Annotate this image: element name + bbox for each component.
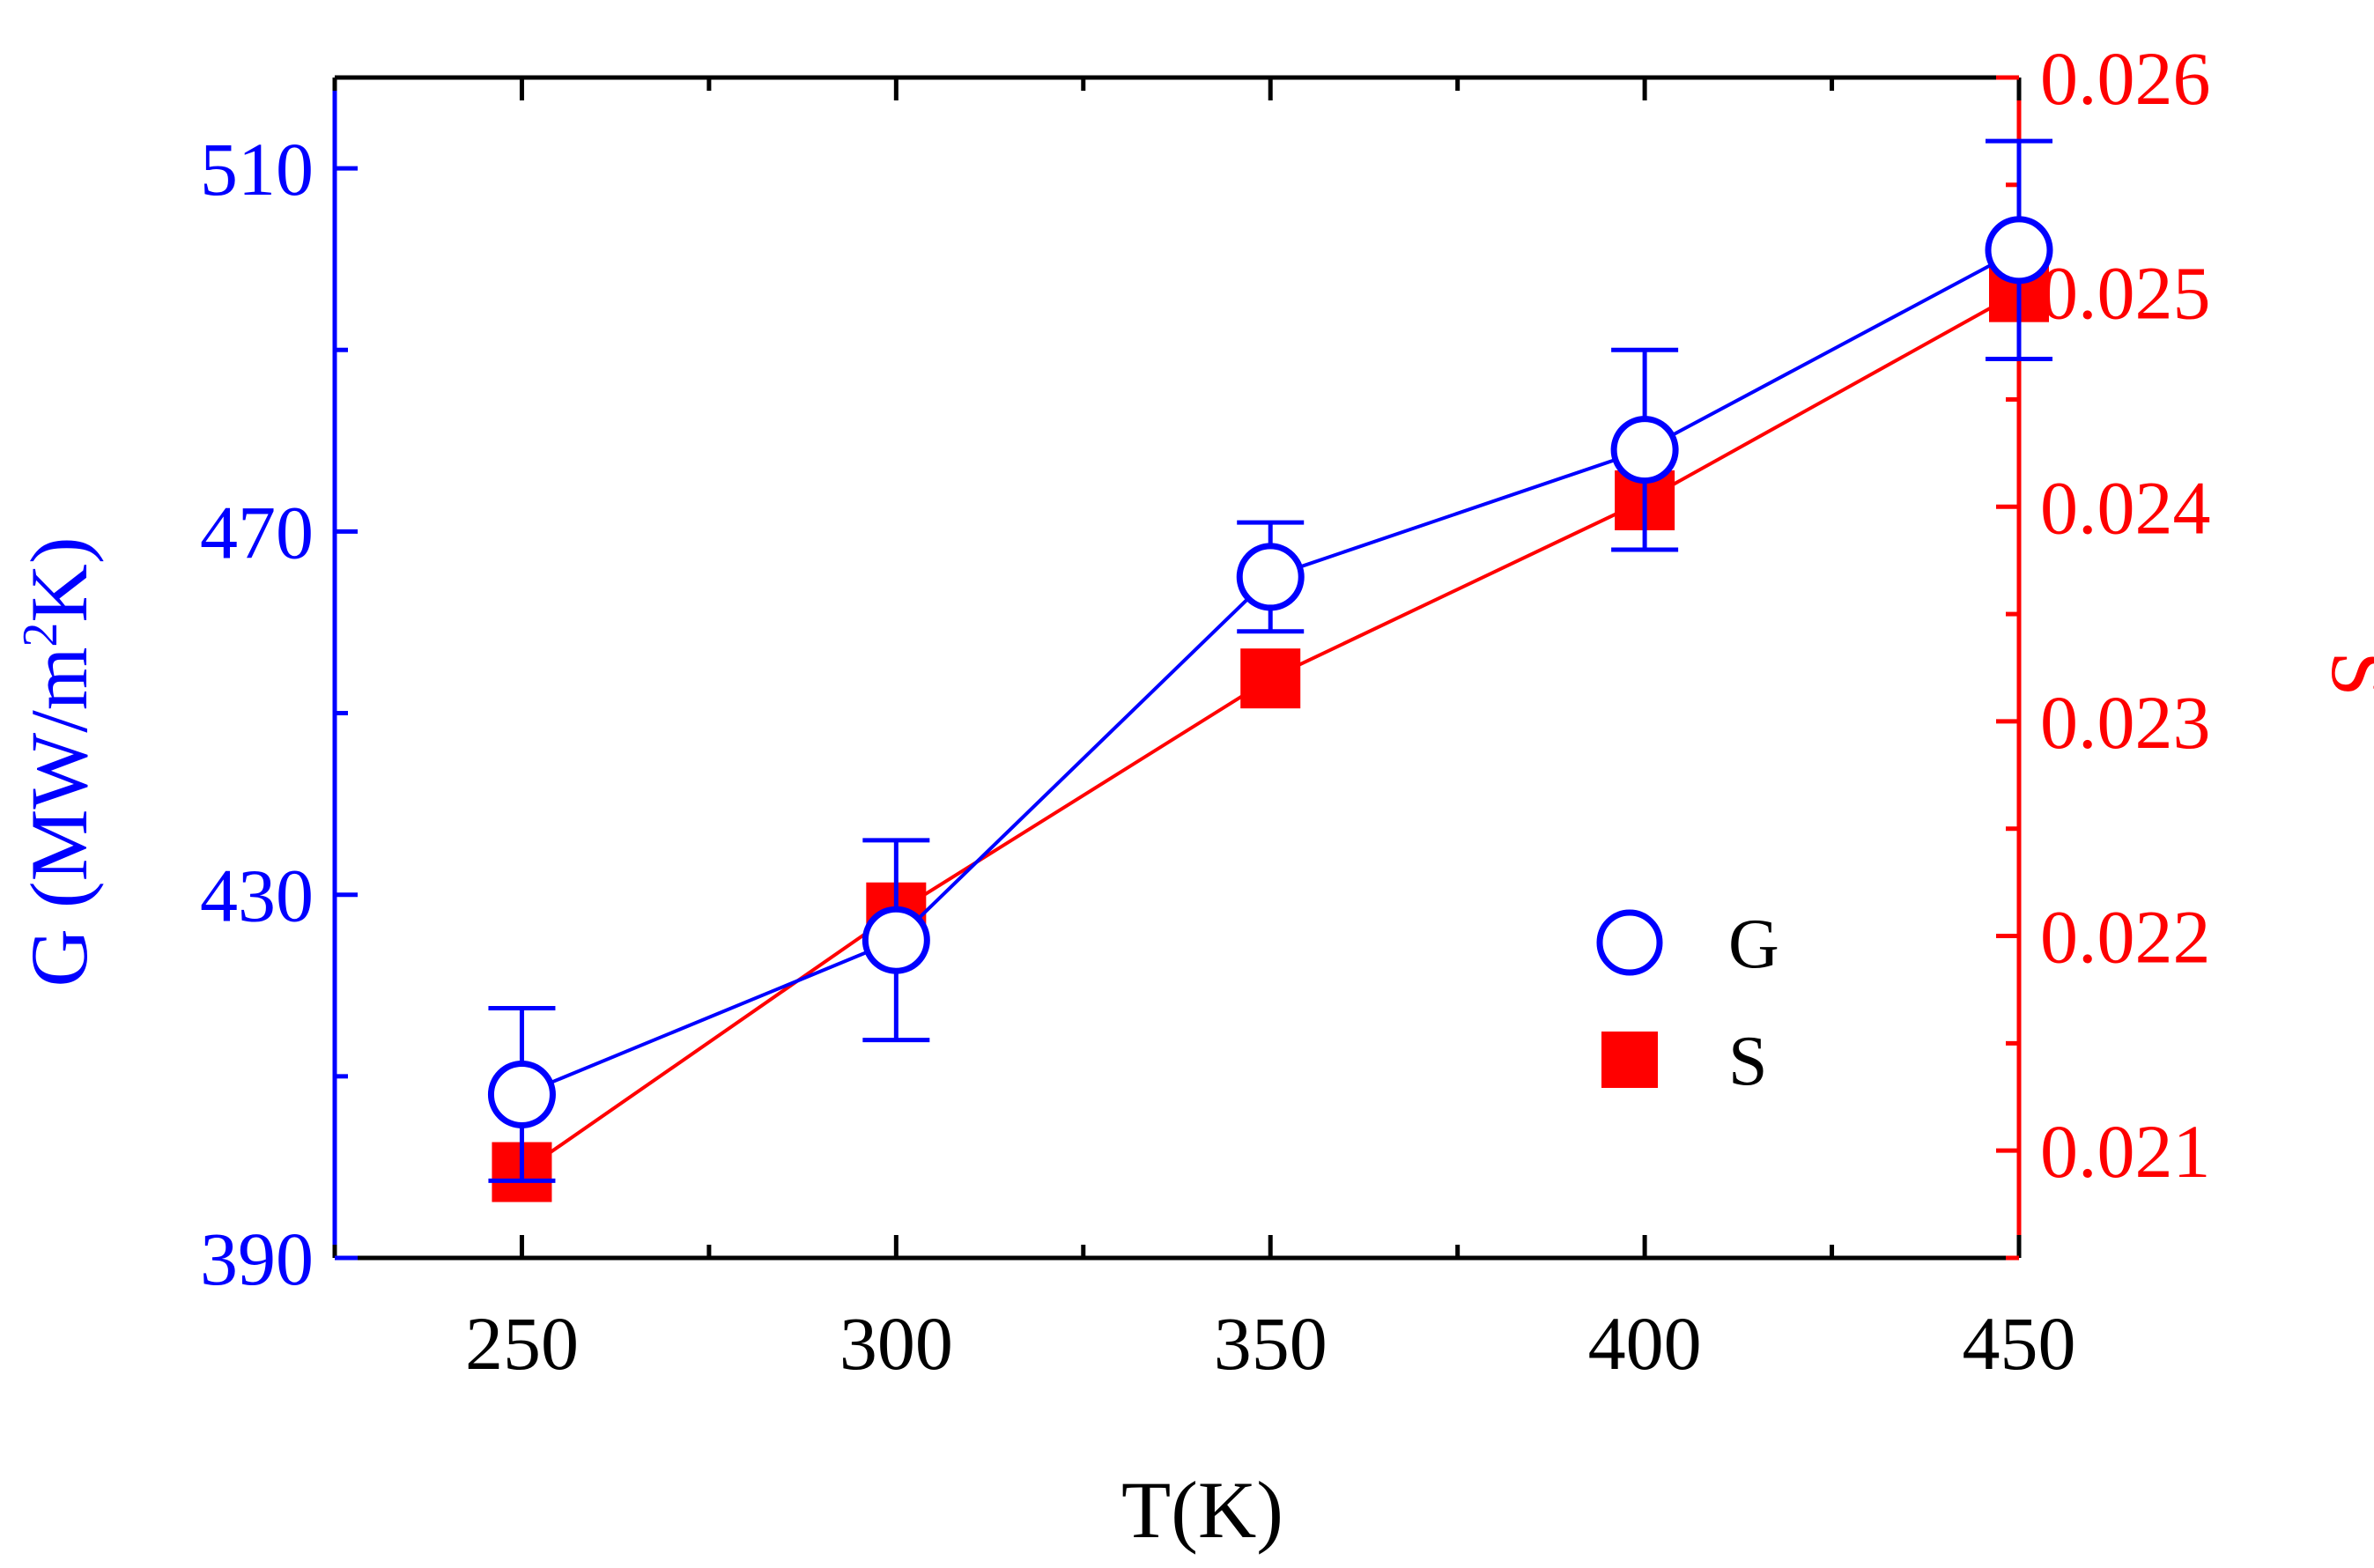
x-tick-label: 300 [839, 1301, 953, 1386]
y-title-left-suffix: K) [14, 537, 104, 623]
g-point [1985, 216, 2053, 285]
legend-s-marker [1601, 1032, 1658, 1088]
y-tick-label-left: 430 [200, 854, 314, 938]
g-point [1610, 416, 1679, 484]
x-tick-label: 400 [1588, 1301, 1702, 1386]
y-tick-label-right: 0.022 [2040, 895, 2211, 980]
x-tick-label: 350 [1214, 1301, 1328, 1386]
g-point [862, 906, 930, 974]
plot-marks [487, 138, 2053, 1202]
axes: 250 300 350 400 450 390 430 470 510 0.021 0.022 0.0… [200, 36, 2211, 1386]
g-point [487, 1060, 556, 1128]
y-title-left-prefix: G (MW/m [14, 647, 104, 987]
y-title-left-superscript: 2 [13, 623, 68, 647]
x-tick-label: 250 [465, 1301, 579, 1386]
y-axis-title-left: G (MW/m2K) [13, 537, 104, 987]
y-axis-title-right: S [2315, 651, 2374, 696]
legend-s-label: S [1728, 1023, 1768, 1100]
s-point [1240, 648, 1301, 709]
x-tick-label: 450 [1963, 1301, 2076, 1386]
y-tick-label-right: 0.021 [2040, 1109, 2211, 1194]
y-tick-label-right: 0.023 [2040, 680, 2211, 765]
x-axis-title: T(K) [1121, 1465, 1283, 1555]
s-series-line [521, 290, 2020, 1174]
legend: GS [1596, 906, 1779, 1100]
y-tick-label-right: 0.024 [2040, 465, 2211, 550]
y-tick-label-left: 390 [200, 1217, 314, 1301]
y-tick-label-left: 510 [200, 127, 314, 211]
legend-g-marker [1596, 909, 1663, 976]
legend-g-label: G [1728, 906, 1779, 983]
y-tick-label-right: 0.025 [2040, 251, 2211, 336]
g-point [1236, 543, 1305, 611]
y-tick-label-left: 470 [200, 490, 314, 574]
y-tick-label-right: 0.026 [2040, 36, 2211, 121]
